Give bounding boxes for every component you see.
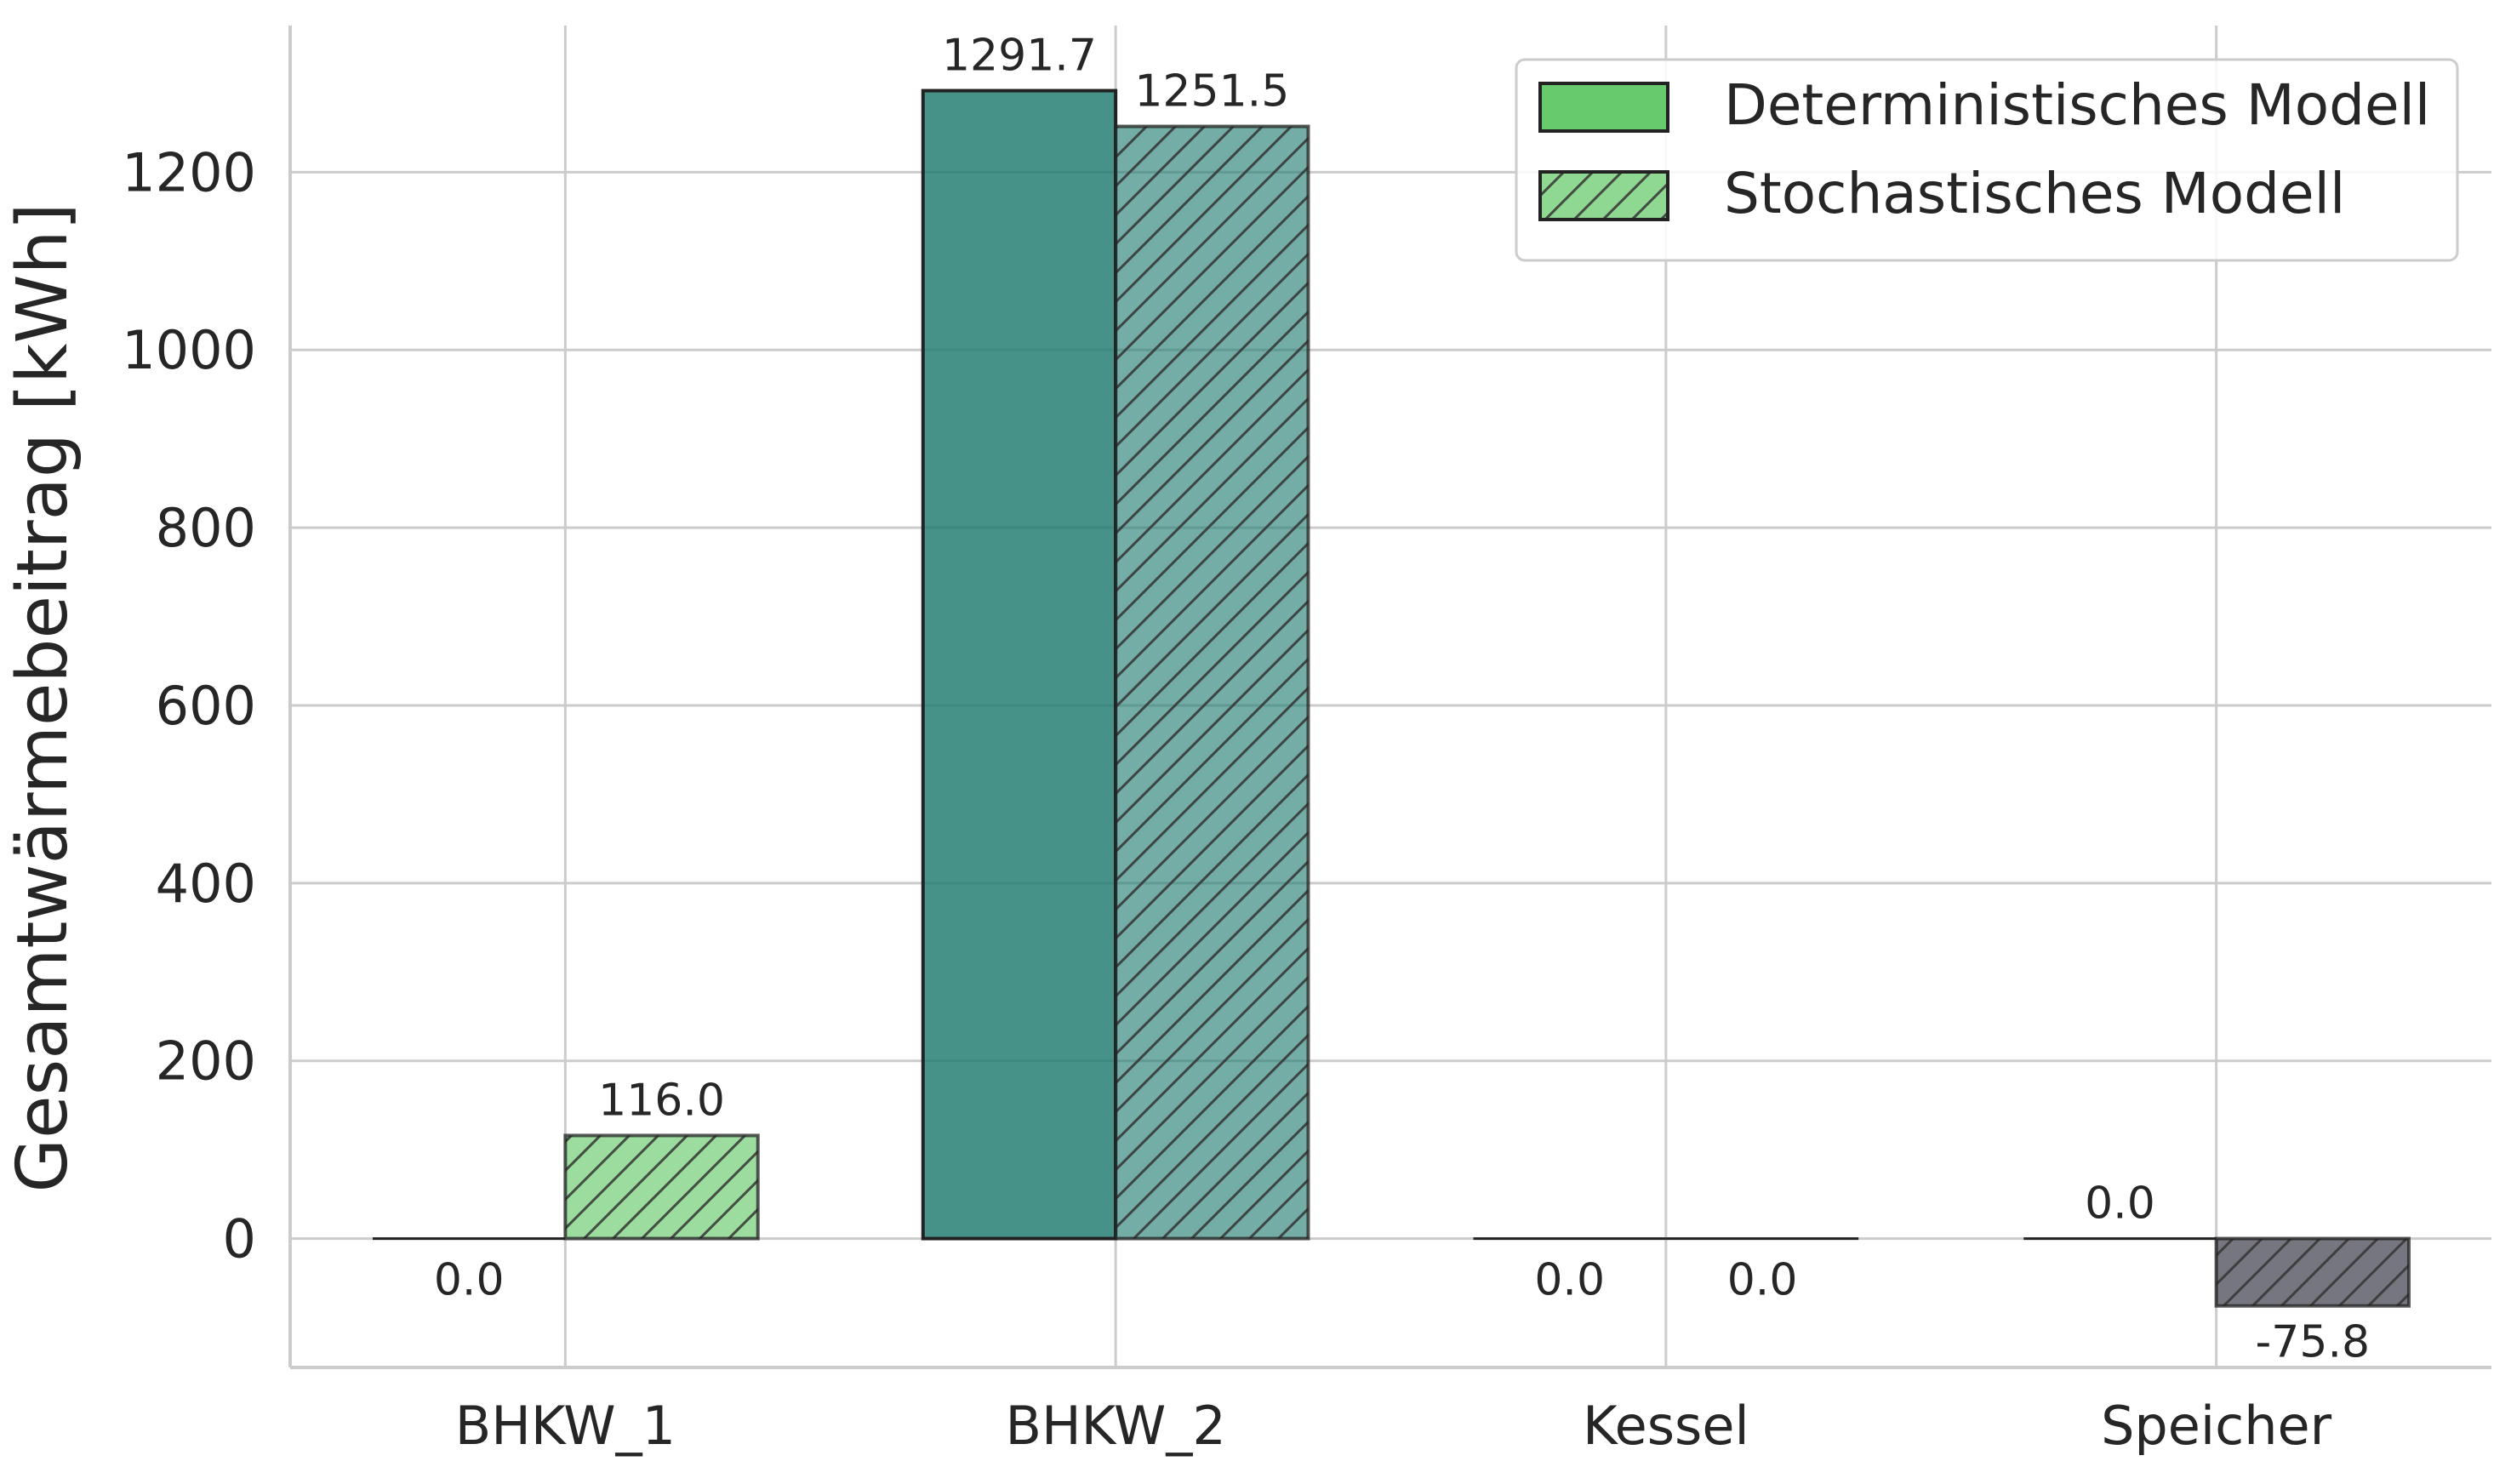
value-label: 1251.5 bbox=[1134, 66, 1289, 117]
y-tick-label: 1200 bbox=[122, 141, 256, 203]
x-tick-label: Speicher bbox=[2101, 1395, 2332, 1457]
y-tick-label: 600 bbox=[156, 675, 256, 737]
value-label: 0.0 bbox=[434, 1255, 505, 1306]
bar-hatch bbox=[565, 1135, 758, 1239]
value-label: 116.0 bbox=[598, 1075, 725, 1126]
x-tick-label: Kessel bbox=[1583, 1395, 1749, 1457]
legend-swatch-outline bbox=[1538, 82, 1669, 133]
y-axis-label: Gesamtwärmebeitrag [kWh] bbox=[3, 203, 83, 1193]
y-tick-label: 1000 bbox=[122, 319, 256, 381]
x-tick-label: BHKW_1 bbox=[455, 1395, 676, 1457]
legend: Deterministisches Modell Stochastisches M… bbox=[1515, 58, 2459, 262]
x-tick-label: BHKW_2 bbox=[1005, 1395, 1225, 1457]
legend-swatch bbox=[1540, 83, 1668, 131]
value-label: 0.0 bbox=[1727, 1255, 1798, 1306]
value-label: 0.0 bbox=[2085, 1179, 2155, 1230]
legend-swatch-hatch bbox=[1540, 172, 1668, 220]
bar bbox=[922, 90, 1116, 1239]
value-label: 0.0 bbox=[1534, 1255, 1605, 1306]
y-tick-label: 400 bbox=[156, 853, 256, 915]
legend-swatch-outline bbox=[1538, 170, 1669, 221]
bar-outline bbox=[1114, 124, 1310, 1241]
legend-box bbox=[1515, 58, 2459, 262]
value-label: 1291.7 bbox=[942, 31, 1097, 82]
bar-hatch bbox=[2216, 1238, 2409, 1306]
y-tick-label: 200 bbox=[156, 1030, 256, 1093]
legend-entry-label: Deterministisches Modell bbox=[1724, 72, 2430, 138]
bars bbox=[373, 88, 2411, 1308]
value-label: -75.8 bbox=[2256, 1317, 2371, 1368]
bar-outline bbox=[563, 1133, 760, 1241]
y-tick-label: 0 bbox=[223, 1208, 256, 1270]
legend-entry-label: Stochastisches Modell bbox=[1724, 161, 2345, 226]
bar-outline bbox=[2214, 1236, 2411, 1308]
bar-hatch bbox=[1116, 126, 1309, 1239]
axes: 0 200 400 600 800 1000 1200 BHKW_1 BHKW_2 Kessel S… bbox=[122, 26, 2491, 1457]
y-tick-label: 800 bbox=[156, 497, 256, 559]
value-labels: 0.0 1291.7 0.0 0.0 116.0 1251.5 0.0 -75.8 bbox=[434, 31, 2370, 1368]
